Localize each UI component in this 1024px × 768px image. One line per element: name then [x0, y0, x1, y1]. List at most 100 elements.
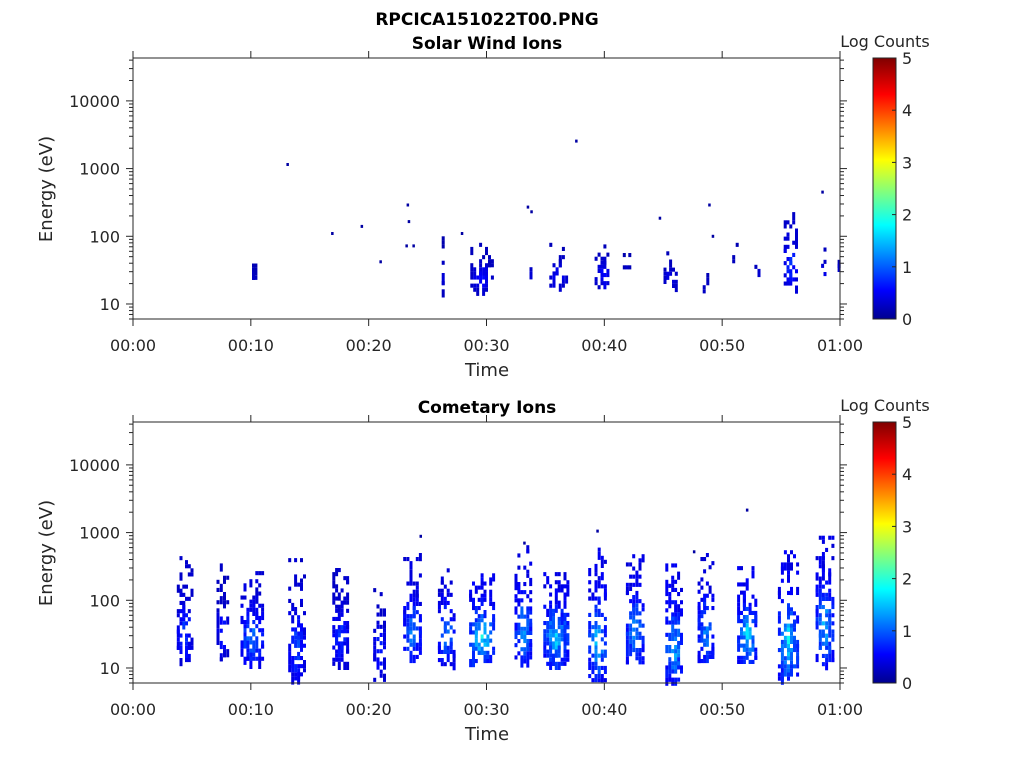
spectrogram-cell: [594, 657, 598, 662]
spectrogram-cell: [566, 649, 570, 658]
spectrogram-cell: [783, 668, 787, 677]
spectrogram-cell: [409, 597, 413, 602]
spectrogram-cell: [711, 597, 715, 602]
spectrogram-cell: [783, 644, 787, 649]
spectrogram-cell: [563, 600, 567, 609]
spectrogram-cell: [373, 628, 377, 633]
spectrogram-cell: [789, 277, 793, 282]
colorbar-tick-label: 1: [902, 622, 912, 641]
spectrogram-cell: [514, 655, 518, 660]
spectrogram-cell: [255, 579, 259, 584]
spectrogram-cell: [740, 659, 743, 664]
spectrogram-cell: [737, 594, 741, 603]
spectrogram-cell: [187, 596, 191, 601]
x-tick-label: 00:50: [699, 336, 745, 355]
spectrogram-cell: [622, 253, 626, 258]
spectrogram-cell: [443, 584, 447, 589]
spectrogram-cell: [828, 625, 832, 630]
spectrogram-cell: [700, 585, 704, 590]
spectrogram-cell: [635, 648, 639, 653]
spectrogram-cell: [629, 644, 633, 649]
y-tick-label: 10: [100, 659, 120, 678]
spectrogram-cell: [783, 656, 787, 661]
spectrogram-cell: [600, 678, 604, 683]
spectrogram-cell: [748, 610, 752, 615]
spectrogram-point: [526, 205, 530, 209]
spectrogram-cell: [557, 637, 561, 642]
spectrogram-cell: [780, 652, 784, 661]
spectrogram-cell: [708, 650, 712, 655]
spectrogram-cell: [418, 614, 422, 623]
spectrogram-cell: [470, 263, 474, 272]
spectrogram-cell: [560, 616, 564, 626]
spectrogram-cell: [638, 574, 642, 579]
spectrogram-cell: [409, 654, 413, 664]
spectrogram-cell: [376, 661, 380, 670]
spectrogram-cell: [754, 623, 758, 628]
spectrogram-cell: [777, 619, 781, 624]
spectrogram-cell: [288, 611, 292, 616]
spectrogram-cell: [554, 653, 558, 658]
spectrogram-cell: [668, 600, 672, 605]
spectrogram-cell: [246, 652, 250, 661]
spectrogram-cell: [486, 638, 490, 647]
spectrogram-cell: [415, 581, 419, 586]
spectrogram-cell: [591, 592, 595, 601]
spectrogram-cell: [787, 570, 790, 575]
spectrogram-cell: [632, 611, 636, 616]
spectrogram-cell: [831, 543, 835, 548]
spectrogram-cell: [294, 664, 298, 673]
spectrogram-point: [711, 234, 715, 238]
spectrogram-cell: [340, 588, 344, 593]
spectrogram-cell: [674, 677, 678, 686]
spectrogram-cell: [563, 625, 567, 634]
spectrogram-cell: [831, 621, 835, 626]
colorbar-tick-label: 3: [902, 517, 912, 536]
spectrogram-cell: [255, 571, 259, 576]
spectrogram-cell: [176, 637, 180, 642]
spectrogram-cell: [671, 677, 675, 686]
spectrogram-cell: [786, 244, 790, 249]
spectrogram-cell: [258, 615, 262, 620]
spectrogram-cell: [638, 623, 642, 628]
spectrogram-cell: [514, 643, 518, 648]
spectrogram-cell: [477, 650, 481, 655]
spectrogram-cell: [469, 626, 473, 631]
spectrogram-cell: [554, 596, 558, 605]
spectrogram-cell: [821, 641, 825, 646]
spectrogram-cell: [677, 645, 681, 650]
spectrogram-cell: [818, 617, 822, 622]
spectrogram-cell: [443, 649, 447, 654]
spectrogram-cell: [243, 624, 247, 633]
spectrogram-cell: [258, 603, 262, 608]
spectrogram-cell: [668, 583, 672, 588]
spectrogram-cell: [674, 612, 678, 617]
spectrogram-cell: [409, 622, 413, 627]
spectrogram-cell: [793, 611, 796, 616]
spectrogram-cell: [520, 626, 524, 631]
spectrogram-cell: [677, 604, 681, 613]
spectrogram-cell: [823, 272, 827, 277]
spectrogram-cell: [831, 613, 835, 618]
spectrogram-cell: [554, 604, 558, 613]
spectrogram-cell: [485, 279, 488, 284]
spectrogram-cell: [821, 584, 825, 589]
spectrogram-cell: [249, 607, 253, 612]
spectrogram-cell: [376, 604, 380, 609]
spectrogram-cell: [514, 606, 518, 611]
spectrogram-point: [379, 260, 382, 264]
spectrogram-cell: [437, 592, 441, 597]
spectrogram-cell: [529, 590, 533, 595]
spectrogram-cell: [742, 659, 746, 664]
spectrogram-cell: [523, 626, 527, 631]
spectrogram-cell: [792, 220, 796, 225]
spectrogram-cell: [346, 576, 350, 585]
spectrogram-cell: [489, 601, 493, 606]
spectrogram-cell: [603, 592, 607, 597]
spectrogram-cell: [440, 633, 444, 638]
spectrogram-cell: [489, 577, 493, 586]
spectrogram-cell: [560, 633, 564, 638]
spectrogram-cell: [588, 588, 592, 593]
spectrogram-cell: [815, 625, 819, 630]
spectrogram-cell: [343, 596, 347, 601]
